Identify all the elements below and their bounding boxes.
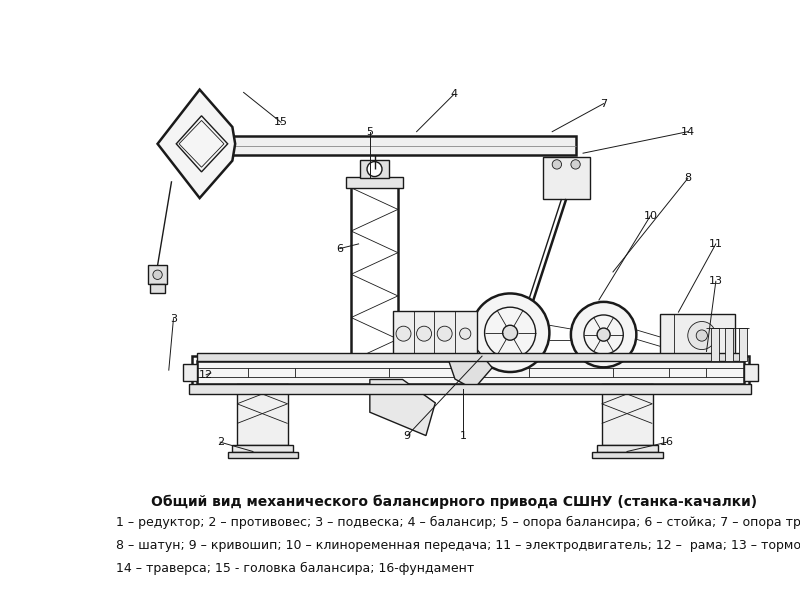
Bar — [602, 384, 653, 445]
Circle shape — [460, 328, 471, 339]
Circle shape — [396, 326, 411, 341]
Text: 7: 7 — [600, 98, 607, 109]
Circle shape — [571, 302, 636, 367]
Text: 16: 16 — [660, 437, 674, 447]
Text: 3: 3 — [170, 314, 177, 324]
Circle shape — [597, 328, 610, 341]
Polygon shape — [158, 89, 235, 198]
Circle shape — [552, 160, 562, 169]
Circle shape — [367, 161, 382, 176]
Bar — [660, 314, 734, 356]
Circle shape — [502, 325, 518, 340]
Circle shape — [571, 160, 580, 169]
Circle shape — [688, 322, 716, 350]
Bar — [739, 328, 746, 361]
Text: 8 – шатун; 9 – кривошип; 10 – клиноременная передача; 11 – электродвигатель; 12 : 8 – шатун; 9 – кривошип; 10 – клиноремен… — [116, 539, 800, 552]
Bar — [150, 284, 165, 293]
Circle shape — [696, 330, 707, 341]
Bar — [148, 265, 167, 284]
Text: 11: 11 — [709, 239, 723, 249]
Text: 10: 10 — [643, 211, 658, 221]
Bar — [725, 328, 733, 361]
Bar — [592, 452, 662, 458]
Bar — [197, 353, 744, 361]
Text: 4: 4 — [450, 89, 458, 99]
Text: 14 – траверса; 15 - головка балансира; 16-фундамент: 14 – траверса; 15 - головка балансира; 1… — [116, 562, 474, 575]
Polygon shape — [448, 344, 492, 389]
Text: Общий вид механического балансирного привода СШНУ (станка-качалки): Общий вид механического балансирного при… — [151, 495, 757, 509]
Polygon shape — [370, 379, 435, 436]
Circle shape — [153, 270, 162, 280]
Text: 15: 15 — [274, 118, 288, 127]
Circle shape — [662, 325, 695, 359]
Circle shape — [437, 326, 452, 341]
Bar — [228, 452, 298, 458]
Text: 8: 8 — [684, 173, 691, 184]
Text: 1 – редуктор; 2 – противовес; 3 – подвеска; 4 – балансир; 5 – опора балансира; 6: 1 – редуктор; 2 – противовес; 3 – подвес… — [116, 516, 800, 529]
Text: 6: 6 — [337, 244, 343, 254]
Text: 14: 14 — [681, 127, 695, 137]
Bar — [183, 364, 197, 382]
Text: 5: 5 — [366, 127, 374, 137]
Circle shape — [471, 293, 550, 372]
Bar — [190, 384, 751, 394]
Bar — [597, 445, 658, 452]
Bar — [744, 364, 758, 382]
Bar — [394, 311, 478, 356]
Bar — [197, 361, 744, 384]
Bar — [192, 356, 749, 389]
Text: 13: 13 — [709, 276, 723, 286]
Bar — [543, 157, 590, 199]
Bar — [711, 328, 718, 361]
Bar — [346, 176, 402, 188]
Bar — [232, 445, 293, 452]
Text: 1: 1 — [460, 431, 467, 440]
Text: 2: 2 — [217, 437, 224, 447]
Text: 9: 9 — [404, 431, 411, 440]
Bar — [230, 136, 575, 155]
Text: 12: 12 — [199, 370, 214, 380]
Bar — [361, 160, 389, 178]
Bar — [237, 384, 289, 445]
Circle shape — [417, 326, 431, 341]
